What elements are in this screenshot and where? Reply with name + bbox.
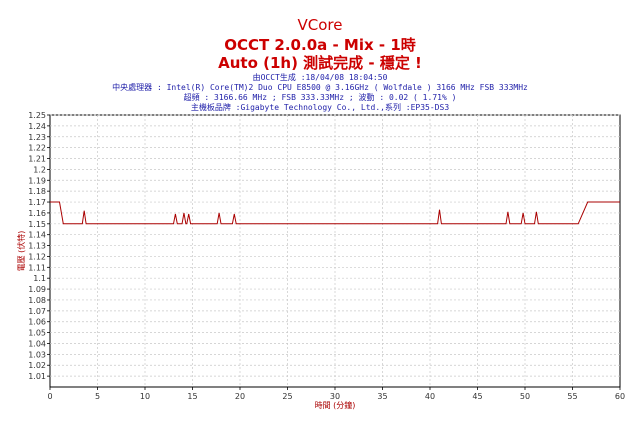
y-tick-label: 1.06 bbox=[28, 318, 46, 327]
x-tick-label: 25 bbox=[282, 392, 292, 401]
test-status: Auto (1h) 測試完成 - 穩定 ! bbox=[218, 54, 422, 72]
y-tick-label: 1.09 bbox=[28, 285, 46, 294]
y-tick-label: 1.23 bbox=[28, 133, 46, 142]
x-axis-ticks: 0 5 10 15 20 25 30 35 40 45 50 55 60 bbox=[47, 387, 625, 401]
y-tick-label: 1.16 bbox=[28, 209, 46, 218]
y-tick-label: 1.17 bbox=[28, 198, 46, 207]
y-tick-label: 1.14 bbox=[28, 231, 46, 240]
x-tick-label: 45 bbox=[472, 392, 482, 401]
y-tick-label: 1.03 bbox=[28, 350, 46, 359]
chart-subtitle: OCCT 2.0.0a - Mix - 1時 bbox=[224, 36, 416, 54]
y-tick-label: 1.22 bbox=[28, 144, 46, 153]
x-tick-label: 40 bbox=[425, 392, 435, 401]
y-tick-label: 1.04 bbox=[28, 339, 46, 348]
y-tick-label: 1.15 bbox=[28, 220, 46, 229]
y-tick-label: 1.18 bbox=[28, 187, 46, 196]
y-tick-label: 1.08 bbox=[28, 296, 46, 305]
y-tick-label: 1.1 bbox=[33, 274, 46, 283]
x-tick-label: 30 bbox=[330, 392, 340, 401]
y-tick-label: 1.19 bbox=[28, 176, 46, 185]
x-tick-label: 10 bbox=[140, 392, 150, 401]
x-tick-label: 60 bbox=[615, 392, 625, 401]
x-tick-label: 35 bbox=[377, 392, 387, 401]
x-tick-label: 55 bbox=[567, 392, 577, 401]
y-tick-label: 1.24 bbox=[28, 122, 46, 131]
x-tick-label: 20 bbox=[235, 392, 245, 401]
generated-info: 由OCCT生成 :18/04/08 18:04:50 bbox=[252, 73, 388, 82]
chart-title: VCore bbox=[297, 16, 343, 34]
cpu-info: 中央處理器 : Intel(R) Core(TM)2 Duo CPU E8500… bbox=[112, 83, 528, 92]
x-tick-label: 5 bbox=[95, 392, 100, 401]
x-axis-label: 時間 (分鐘) bbox=[315, 400, 356, 410]
x-tick-label: 0 bbox=[47, 392, 52, 401]
y-tick-label: 1.13 bbox=[28, 242, 46, 251]
series-group bbox=[50, 201, 620, 225]
y-axis-ticks: 1.011.021.031.041.051.061.071.081.091.11… bbox=[28, 111, 50, 381]
y-tick-label: 1.11 bbox=[28, 263, 46, 272]
grid-lines bbox=[50, 114, 620, 387]
y-axis-label: 電壓 (伏特) bbox=[16, 231, 26, 272]
y-tick-label: 1.05 bbox=[28, 329, 46, 338]
y-tick-label: 1.21 bbox=[28, 155, 46, 164]
x-tick-label: 50 bbox=[520, 392, 530, 401]
y-tick-label: 1.12 bbox=[28, 252, 46, 261]
y-tick-label: 1.25 bbox=[28, 111, 46, 120]
y-tick-label: 1.07 bbox=[28, 307, 46, 316]
motherboard-info: 主機板品牌 :Gigabyte Technology Co., Ltd.,系列 … bbox=[190, 103, 450, 112]
y-tick-label: 1.02 bbox=[28, 361, 46, 370]
y-tick-label: 1.01 bbox=[28, 372, 46, 381]
overclock-info: 超頻 : 3166.66 MHz ; FSB 333.33MHz ; 波動 : … bbox=[183, 93, 457, 102]
y-tick-label: 1.2 bbox=[33, 165, 46, 174]
vcore-series-line bbox=[50, 201, 620, 225]
x-tick-label: 15 bbox=[187, 392, 197, 401]
